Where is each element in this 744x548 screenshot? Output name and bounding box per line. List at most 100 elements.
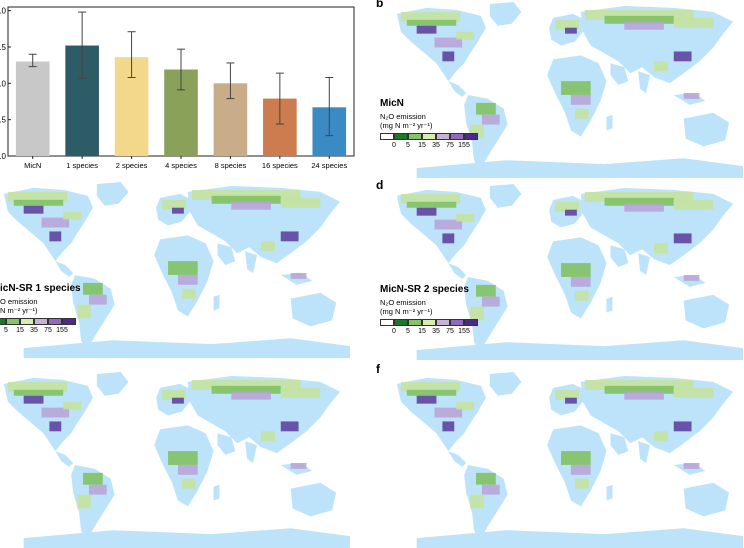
emission-patch	[406, 389, 457, 396]
emission-patch	[604, 385, 674, 394]
map-legend-d: 0 5 15 35 75 155	[380, 319, 478, 339]
legend-swatch	[422, 319, 436, 326]
legend-tick-label: 75	[44, 327, 52, 334]
legend-swatch	[0, 318, 6, 325]
emission-patch	[442, 233, 455, 244]
y-tick-label: 1.0	[0, 79, 7, 88]
emission-patch	[442, 421, 455, 432]
world-map-e-partial	[3, 372, 350, 548]
emission-patch	[77, 304, 91, 319]
emission-patch	[555, 201, 579, 212]
emission-patch	[456, 213, 475, 222]
emission-patch	[49, 421, 62, 432]
legend-swatch	[380, 319, 394, 326]
map-subtitle-d1: N₂O emission	[380, 298, 426, 307]
emission-patch	[434, 37, 463, 48]
emission-patch	[49, 231, 62, 242]
emission-patch	[280, 421, 299, 432]
emission-patch	[41, 217, 70, 228]
emission-patch	[88, 484, 107, 495]
emission-patch	[565, 209, 577, 216]
world-map-f-partial	[396, 372, 743, 548]
emission-patch	[63, 211, 82, 220]
emission-patch	[561, 451, 591, 465]
legend-swatch	[394, 319, 408, 326]
emission-patch	[280, 197, 321, 208]
emission-patch	[476, 284, 496, 297]
map-subtitle-b1: N₂O emission	[380, 112, 426, 121]
emission-patch	[570, 464, 591, 475]
emission-patch	[400, 193, 461, 204]
emission-patch	[683, 462, 700, 469]
x-tick-label: 24 species	[311, 161, 347, 170]
legend-tick-label: 0	[392, 142, 396, 149]
emission-patch	[683, 92, 700, 99]
emission-patch	[624, 21, 664, 30]
bar	[15, 61, 50, 157]
emission-patch	[456, 401, 475, 410]
legend-tick-label: 15	[16, 327, 24, 334]
legend-tick-label: 0	[392, 328, 396, 335]
emission-patch	[624, 203, 664, 212]
emission-patch	[231, 391, 271, 400]
legend-tick-label: 35	[432, 328, 440, 335]
x-tick-label: 1 species	[66, 161, 98, 170]
legend-swatch	[436, 133, 450, 140]
world-map-d	[396, 184, 743, 360]
legend-swatch	[48, 318, 62, 325]
emission-patch	[168, 451, 198, 465]
emission-patch	[260, 431, 275, 442]
emission-patch	[624, 391, 664, 400]
emission-patch	[574, 478, 589, 489]
emission-patch	[653, 243, 668, 254]
legend-tick-label: 35	[432, 142, 440, 149]
legend-tick-label: 155	[458, 328, 470, 335]
emission-patch	[673, 233, 692, 244]
emission-patch	[481, 114, 500, 125]
emission-patch	[673, 421, 692, 432]
emission-patch	[434, 219, 463, 230]
emission-patch	[191, 379, 301, 390]
emission-patch	[23, 205, 44, 214]
x-tick-label: 2 species	[116, 161, 148, 170]
y-tick-label: 0.0	[0, 152, 7, 161]
emission-patch	[168, 261, 198, 275]
legend-swatch	[62, 318, 76, 325]
legend-swatch	[436, 319, 450, 326]
legend-swatch	[34, 318, 48, 325]
emission-patch	[406, 201, 457, 208]
emission-patch	[561, 263, 591, 277]
emission-patch	[63, 401, 82, 410]
emission-patch	[555, 19, 579, 30]
emission-patch	[416, 207, 437, 216]
legend-swatch	[464, 133, 478, 140]
emission-patch	[83, 472, 103, 485]
emission-patch	[416, 395, 437, 404]
emission-patch	[456, 31, 475, 40]
map-title-b: MicN	[380, 98, 404, 109]
emission-patch	[280, 387, 321, 398]
legend-tick-label: 75	[446, 328, 454, 335]
emission-patch	[211, 385, 281, 394]
emission-patch	[481, 484, 500, 495]
emission-patch	[172, 207, 184, 214]
emission-patch	[7, 381, 68, 392]
emission-patch	[191, 189, 301, 200]
emission-patch	[683, 274, 700, 281]
legend-swatch	[394, 133, 408, 140]
emission-patch	[584, 379, 694, 390]
x-tick-label: 16 species	[262, 161, 298, 170]
emission-patch	[400, 11, 461, 22]
x-tick-label: MicN	[24, 161, 41, 170]
legend-tick-label: 155	[458, 142, 470, 149]
legend-swatch	[380, 133, 394, 140]
emission-patch	[400, 381, 461, 392]
emission-patch	[416, 25, 437, 34]
legend-tick-label: 5	[406, 328, 410, 335]
emission-patch	[177, 464, 198, 475]
map-subtitle-b2: (mg N m⁻² yr⁻¹)	[380, 121, 433, 130]
emission-patch	[442, 51, 455, 62]
emission-patch	[604, 15, 674, 24]
emission-patch	[565, 27, 577, 34]
emission-patch	[181, 288, 196, 299]
